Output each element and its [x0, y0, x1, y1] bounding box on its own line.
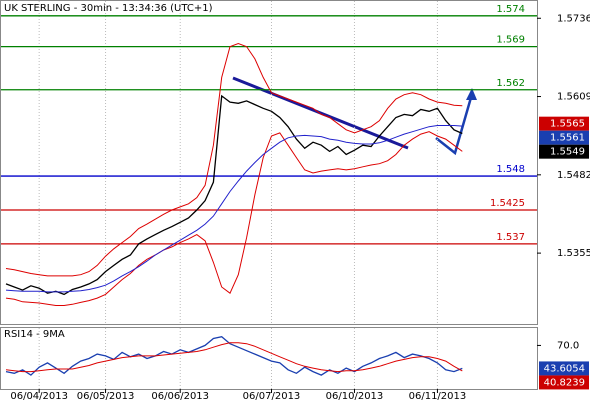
rsi-panel: [0, 327, 538, 390]
level-label: 1.5425: [490, 198, 525, 209]
last-value-box: [539, 361, 589, 376]
series-line: [5, 42, 463, 277]
title-bg: [1, 1, 233, 15]
last-value-box: [539, 375, 589, 390]
x-tick-label: 06/07/2013: [243, 391, 301, 400]
last-value-label: 1.5549: [550, 147, 585, 158]
y-tick-label: 1.5355: [557, 248, 590, 259]
last-value-box: [539, 130, 589, 145]
last-value-label: 40.8239: [544, 377, 585, 388]
price-panel: [0, 0, 538, 325]
series-line: [5, 125, 463, 293]
y-tick-label: 70.0: [557, 340, 579, 351]
y-tick-label: 1.5482: [557, 170, 590, 181]
x-tick-label: 06/04/2013: [10, 391, 68, 400]
last-value-label: 43.6054: [544, 363, 585, 374]
y-tick-label: 1.5736: [557, 13, 590, 24]
series-line: [5, 335, 463, 376]
series-line: [5, 342, 463, 373]
level-label: 1.574: [496, 4, 525, 15]
x-tick-label: 06/05/2013: [77, 391, 135, 400]
forecast-arrow: [435, 93, 474, 156]
x-tick-label: 06/06/2013: [151, 391, 209, 400]
rsi-title: RSI14 - 9MA: [4, 329, 65, 340]
last-value-box: [539, 116, 589, 131]
chart-title: UK STERLING - 30min - 13:34:36 (UTC+1): [4, 3, 213, 14]
series-line: [5, 94, 463, 296]
arrow-head: [466, 88, 477, 100]
last-value-box: [539, 144, 589, 159]
level-label: 1.537: [496, 232, 525, 243]
level-label: 1.548: [496, 164, 525, 175]
y-tick-label: 1.5609: [557, 92, 590, 103]
series-line: [5, 131, 463, 306]
x-tick-label: 06/10/2013: [326, 391, 384, 400]
last-value-label: 1.5565: [550, 119, 585, 130]
level-label: 1.562: [496, 78, 525, 89]
level-label: 1.569: [496, 35, 525, 46]
last-value-label: 1.5561: [550, 133, 585, 144]
x-tick-label: 06/11/2013: [409, 391, 467, 400]
